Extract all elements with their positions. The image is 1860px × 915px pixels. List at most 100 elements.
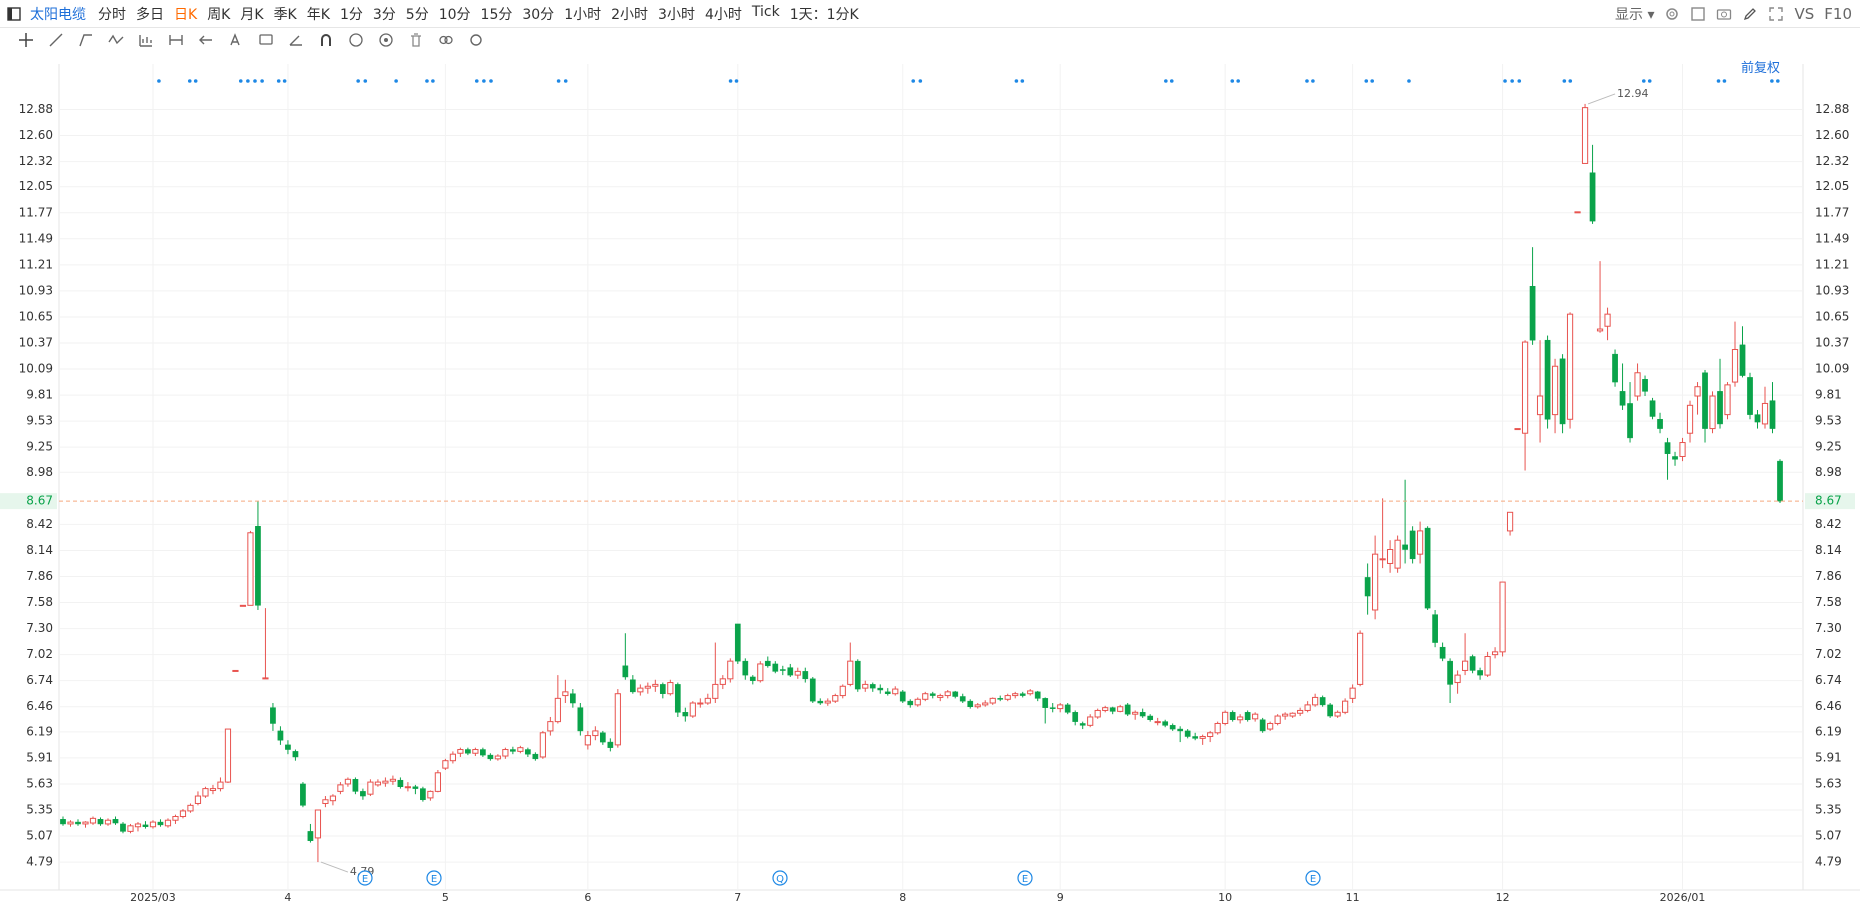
period-tab[interactable]: 1小时 xyxy=(564,6,602,23)
candle-body xyxy=(232,669,239,672)
period-tab[interactable]: 4小时 xyxy=(704,6,742,23)
delete-tool[interactable] xyxy=(408,32,424,48)
ray-tool[interactable] xyxy=(78,32,94,48)
period-tab[interactable]: 15分 xyxy=(480,6,513,23)
period-tab[interactable]: 分时 xyxy=(98,6,126,23)
period-tab[interactable]: 多日 xyxy=(136,6,164,23)
candle-body xyxy=(329,795,337,802)
draw-settings[interactable] xyxy=(468,32,484,48)
candle-body xyxy=(1342,700,1349,713)
last-price-label: 8.67 xyxy=(1815,494,1842,508)
event-dot xyxy=(260,79,264,83)
vs-button[interactable]: VS xyxy=(1794,4,1815,23)
event-dot xyxy=(482,79,486,83)
magnet-tool[interactable] xyxy=(318,32,334,48)
pen-icon[interactable] xyxy=(1742,6,1758,22)
adjust-mode[interactable]: 前复权 xyxy=(1740,61,1780,76)
candle-body xyxy=(1244,712,1251,721)
event-dot xyxy=(1305,79,1309,83)
candle-body xyxy=(1364,577,1371,597)
period-tab[interactable]: 3分 xyxy=(372,6,396,23)
event-dot xyxy=(1407,79,1411,83)
x-tick-label: 12 xyxy=(1496,891,1510,904)
candle-body xyxy=(697,702,704,705)
period-toolbar: 太阳电缆 分时 多日 日K 周K 月K 季K 年K 1分 3分 5分 10分 15分 30分 1小时 2小时… xyxy=(0,0,1860,28)
candle-body xyxy=(360,791,366,797)
candle-body xyxy=(1297,709,1304,714)
candle-body xyxy=(1319,697,1326,706)
period-tab[interactable]: 月K xyxy=(240,6,264,23)
candle-body xyxy=(1057,704,1064,710)
fullscreen-icon[interactable] xyxy=(1768,6,1784,22)
x-tick-label: 8 xyxy=(899,891,906,904)
x-tick-label: 10 xyxy=(1218,891,1232,904)
period-tab[interactable]: 年K xyxy=(306,6,330,23)
sidebar-toggle[interactable] xyxy=(6,6,22,22)
period-tab[interactable]: 3小时 xyxy=(658,6,695,23)
camera-icon[interactable] xyxy=(1716,6,1732,22)
candle-body xyxy=(1042,698,1049,708)
candle-body xyxy=(179,810,187,818)
y-tick-label: 6.46 xyxy=(1815,699,1842,713)
candle-body xyxy=(480,749,486,756)
move-tool[interactable] xyxy=(18,32,34,48)
period-tab[interactable]: 1天：1分K xyxy=(789,6,859,23)
period-tab[interactable]: 2小时 xyxy=(611,6,649,23)
candle-body xyxy=(1132,711,1139,715)
link-tool[interactable] xyxy=(438,32,454,48)
candle-body xyxy=(1566,313,1574,420)
period-tab[interactable]: 5分 xyxy=(405,6,429,23)
f10-button[interactable]: F10 xyxy=(1824,4,1852,23)
line-tool[interactable] xyxy=(48,32,64,48)
candle-body xyxy=(82,821,89,825)
candle-body xyxy=(247,532,254,606)
text-tool[interactable] xyxy=(228,32,244,48)
arrow-tool[interactable] xyxy=(198,32,214,48)
period-tab[interactable]: 30分 xyxy=(522,6,555,23)
layout-icon[interactable] xyxy=(1690,6,1706,22)
y-tick-label: 12.05 xyxy=(1815,179,1849,193)
candle-body xyxy=(817,700,824,704)
period-tab[interactable]: Tick xyxy=(751,3,780,20)
period-tab[interactable]: 10分 xyxy=(438,6,471,23)
candle-body xyxy=(112,819,119,824)
display-label: 显示 xyxy=(1615,6,1643,23)
candle-body xyxy=(382,780,389,784)
candle-body xyxy=(149,821,157,828)
candle-body xyxy=(1424,527,1431,609)
y-tick-label: 10.37 xyxy=(19,335,53,349)
candle-body xyxy=(404,786,411,789)
wave-tool[interactable] xyxy=(108,32,124,48)
y-tick-label: 5.63 xyxy=(1815,776,1842,790)
range-tool[interactable] xyxy=(168,32,184,48)
candle-body xyxy=(1447,660,1453,685)
y-tick-label: 11.49 xyxy=(19,231,53,245)
fib-tool[interactable] xyxy=(138,32,154,48)
hide-tool[interactable] xyxy=(348,32,364,48)
candle-body xyxy=(449,753,456,762)
candle-body xyxy=(75,821,81,825)
y-tick-label: 7.30 xyxy=(1815,621,1842,635)
angle-tool[interactable] xyxy=(288,32,304,48)
period-tab[interactable]: 季K xyxy=(273,6,297,23)
candle-body xyxy=(577,707,584,732)
event-dot xyxy=(1236,79,1240,83)
settings-icon[interactable] xyxy=(1664,6,1680,22)
period-tab[interactable]: 日K xyxy=(174,6,198,23)
event-dot xyxy=(1562,79,1567,83)
period-tab[interactable]: 1分 xyxy=(339,6,363,23)
event-dot xyxy=(728,79,733,83)
event-dot xyxy=(489,79,493,83)
candle-body xyxy=(502,749,509,757)
candle-body xyxy=(1484,655,1491,676)
period-tab[interactable]: 周K xyxy=(207,6,231,23)
candle-body xyxy=(517,747,524,752)
note-tool[interactable] xyxy=(258,32,274,48)
candle-body xyxy=(300,783,306,806)
y-tick-label: 5.91 xyxy=(26,750,53,764)
stock-name[interactable]: 太阳电缆 xyxy=(30,6,86,23)
candle-body xyxy=(1154,721,1161,724)
visible-tool[interactable] xyxy=(378,32,394,48)
display-menu[interactable]: 显示 ▾ xyxy=(1615,6,1655,23)
